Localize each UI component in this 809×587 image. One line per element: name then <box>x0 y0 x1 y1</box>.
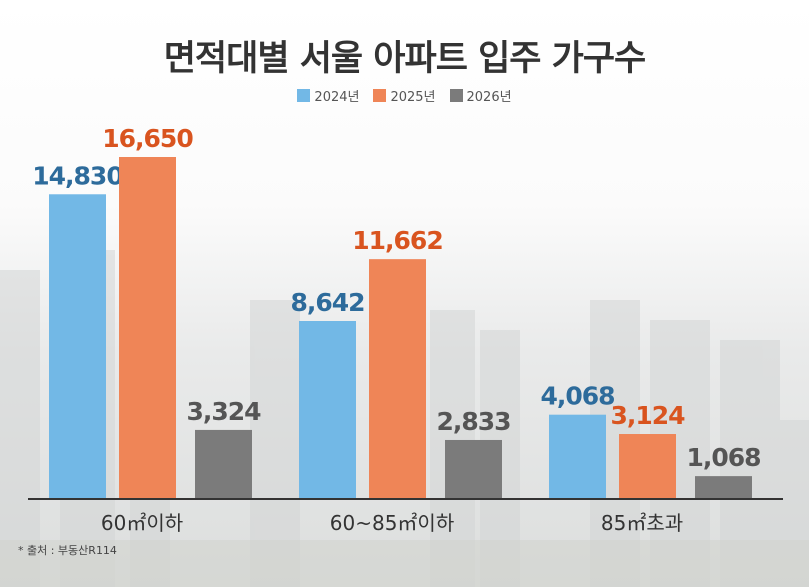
bar <box>369 259 426 498</box>
bar <box>445 439 502 498</box>
bar <box>695 476 752 498</box>
data-label: 3,324 <box>186 397 261 426</box>
data-label: 1,068 <box>686 443 760 472</box>
data-label: 2,833 <box>436 407 510 436</box>
legend-swatch <box>373 89 387 102</box>
data-label: 11,662 <box>352 226 442 255</box>
bar <box>195 429 252 498</box>
bar <box>119 157 176 498</box>
bar <box>49 194 106 498</box>
data-label: 4,068 <box>540 382 614 411</box>
category-label: 60~85㎡이하 <box>330 511 454 535</box>
category-label: 85㎡초과 <box>601 511 683 535</box>
legend-item-2025: 2025년 <box>373 86 436 105</box>
data-label: 16,650 <box>102 124 193 153</box>
bar <box>299 321 356 498</box>
chart-title: 면적대별 서울 아파트 입주 가구수 <box>163 39 647 79</box>
data-label: 8,642 <box>290 288 364 317</box>
legend-swatch <box>449 89 463 102</box>
legend-item-2026: 2026년 <box>449 86 512 105</box>
legend-swatch <box>297 89 311 102</box>
bar <box>619 434 676 498</box>
category-label: 60㎡이하 <box>101 511 183 535</box>
bar <box>549 414 606 498</box>
legend: 2024년 2025년 2026년 <box>0 86 809 105</box>
legend-label: 2025년 <box>390 90 436 105</box>
data-label: 14,830 <box>32 161 123 190</box>
data-label: 3,124 <box>610 401 685 430</box>
legend-label: 2026년 <box>466 90 512 105</box>
legend-label: 2024년 <box>314 90 360 105</box>
legend-item-2024: 2024년 <box>297 86 359 105</box>
source-note: * 출처 : 부동산R114 <box>18 544 117 557</box>
